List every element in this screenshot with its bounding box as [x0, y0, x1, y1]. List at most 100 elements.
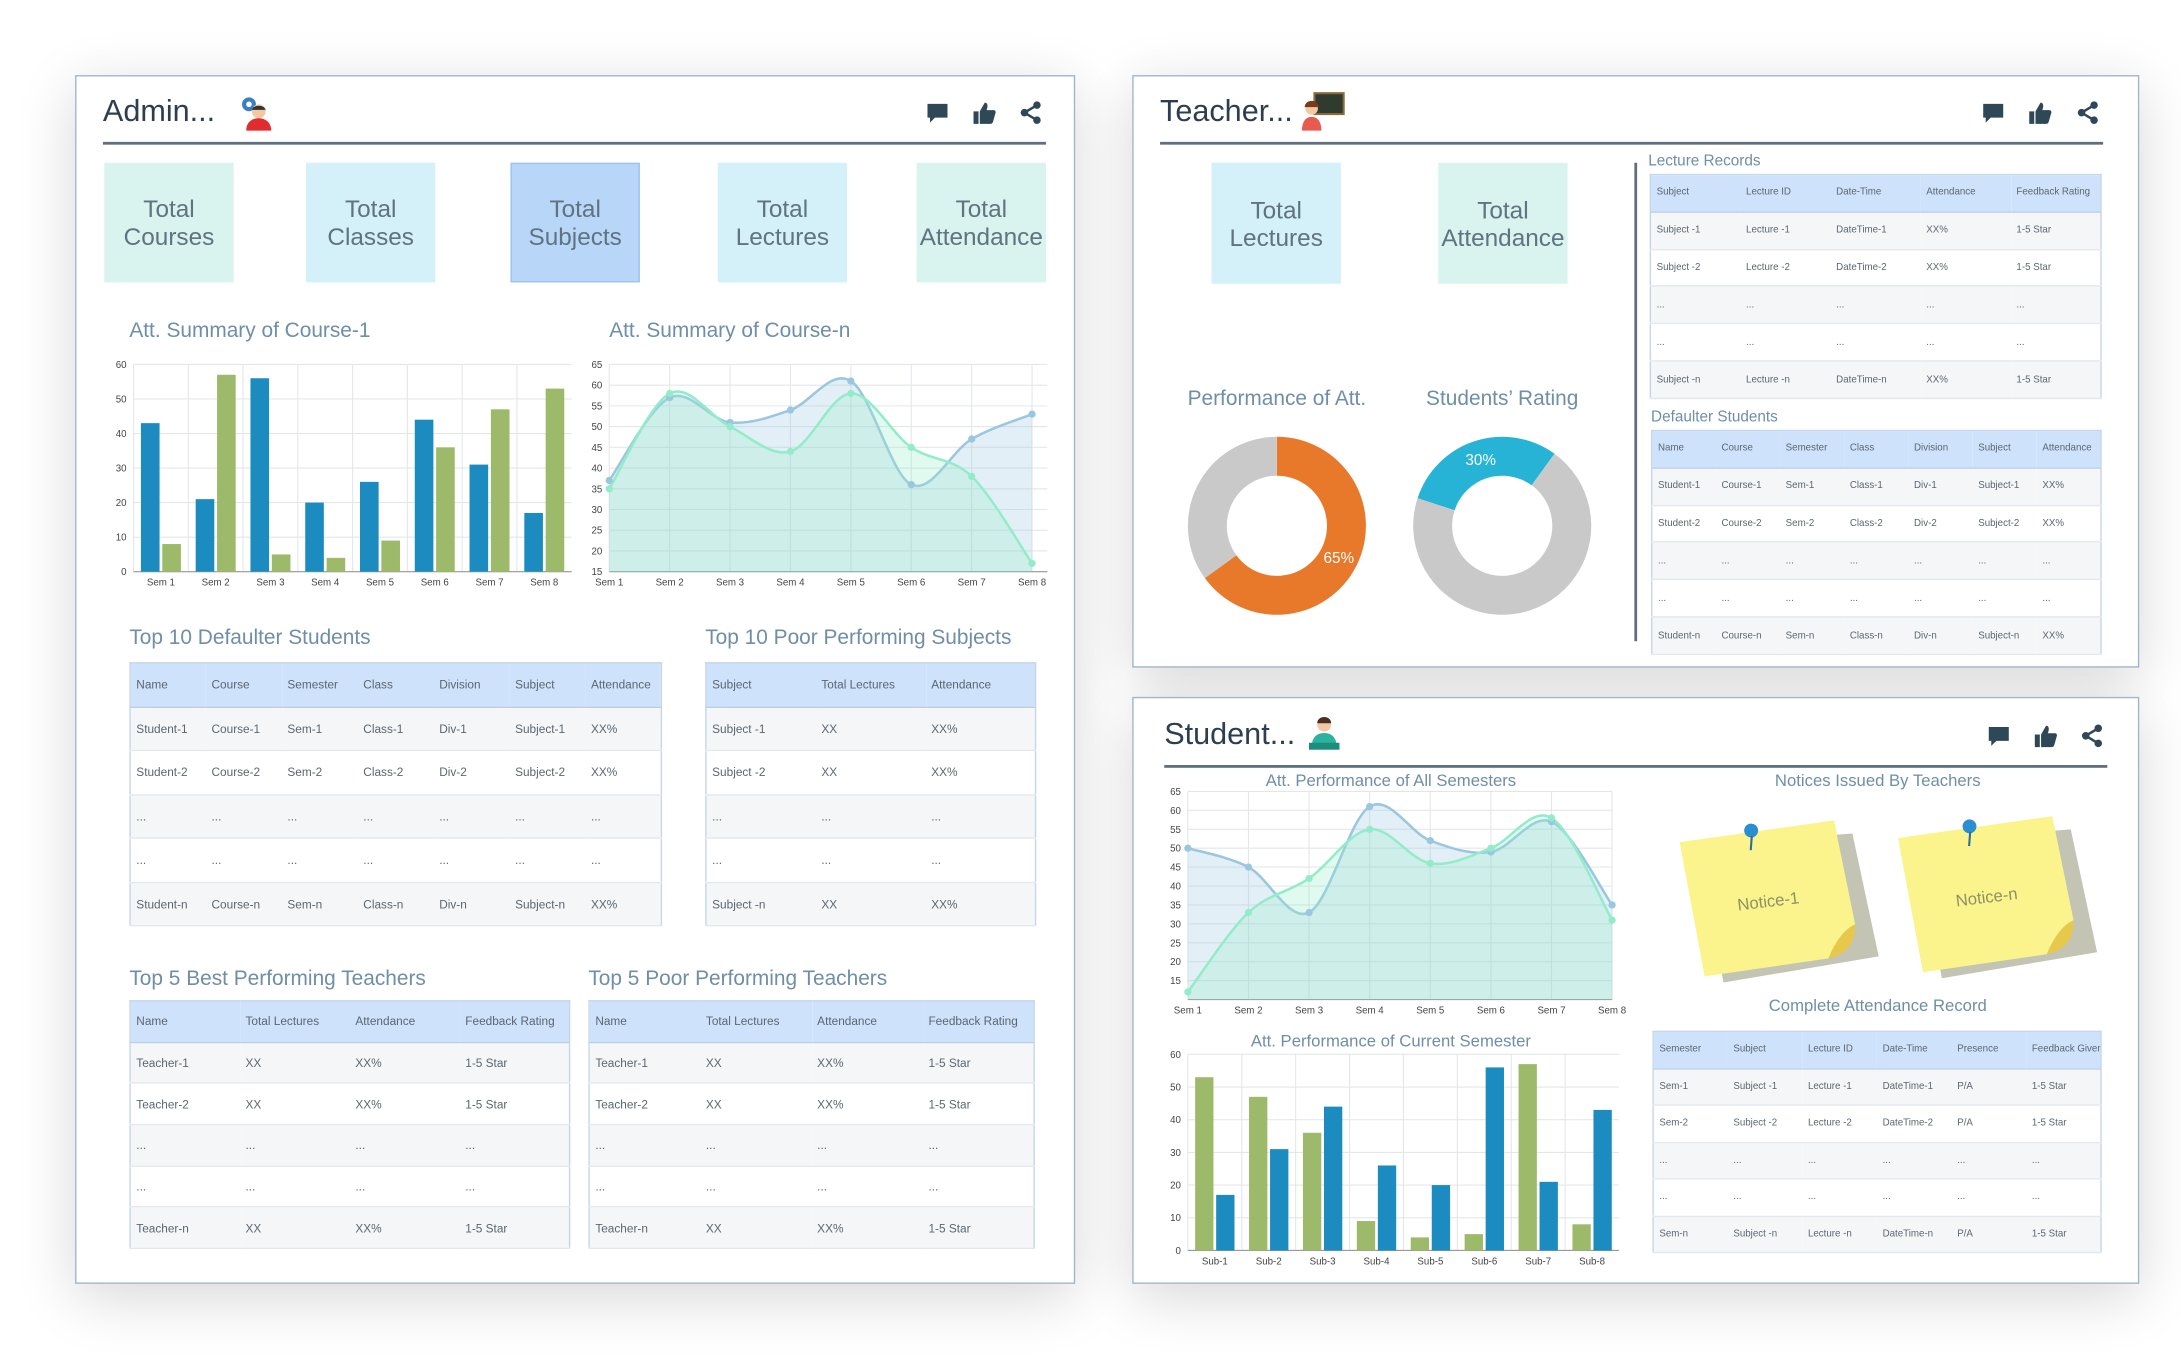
share-icon[interactable]	[2079, 723, 2104, 748]
chart-title: Students’ Rating	[1426, 387, 1578, 410]
table-title: Defaulter Students	[1651, 408, 1778, 426]
comment-icon[interactable]	[1981, 100, 2006, 125]
point	[605, 476, 613, 485]
bar	[414, 419, 434, 572]
notices-title: Notices Issued By Teachers	[1774, 770, 1981, 791]
point	[1487, 844, 1495, 852]
cell: ...	[1972, 542, 2037, 581]
sticky-note[interactable]: Notice-n	[1897, 806, 2098, 982]
cell: Subject -1	[1650, 211, 1741, 250]
teacher-charts: Performance of Att. 65% Students’ Rating 30…	[1188, 387, 1592, 615]
bar	[1485, 1067, 1504, 1251]
tile[interactable]: Total Courses	[104, 162, 234, 283]
cell: ...	[1650, 286, 1741, 325]
bar	[140, 423, 160, 572]
cell: ...	[1780, 579, 1845, 618]
point	[1426, 837, 1434, 845]
cell: ...	[2026, 1141, 2102, 1180]
point	[786, 447, 795, 456]
cell: ...	[700, 1165, 812, 1208]
table-row: Sem-n Subject -n Lecture -n DateTime-n P/A 1-…	[1653, 1215, 2102, 1254]
area	[1187, 804, 1613, 1000]
tile[interactable]: Total Lectures	[1211, 162, 1341, 284]
like-icon[interactable]	[2028, 100, 2053, 125]
bar	[1431, 1185, 1451, 1251]
column-header: Subject	[1972, 430, 2037, 469]
cell: Sem-n	[1780, 617, 1845, 656]
header-rule	[1164, 765, 2108, 768]
x-tick-label: Sub-8	[1579, 1256, 1605, 1267]
column-header: Date-Time	[1830, 174, 1921, 213]
bar	[524, 512, 543, 572]
cell: ...	[1951, 1178, 2027, 1217]
tile-selected[interactable]: Total Subjects	[510, 162, 640, 283]
cell: ...	[1877, 1178, 1952, 1217]
point	[1028, 410, 1036, 418]
cell: XX%	[1920, 249, 2011, 288]
column-header: Date-Time	[1877, 1031, 1952, 1069]
point	[1305, 908, 1313, 917]
cell: 1-5 Star	[459, 1083, 570, 1126]
y-tick-label: 0	[121, 567, 127, 578]
share-icon[interactable]	[2075, 100, 2100, 125]
tile[interactable]: Total Classes	[306, 162, 436, 283]
cell: ...	[815, 838, 926, 883]
bar	[490, 409, 510, 572]
x-tick-label: Sem 7	[475, 578, 503, 589]
cell: ...	[1951, 1141, 2027, 1180]
tile[interactable]: Total Attendance	[1438, 162, 1568, 284]
bar	[217, 374, 236, 572]
tile[interactable]: Total Lectures	[717, 162, 848, 283]
like-icon[interactable]	[2034, 723, 2059, 748]
x-tick-label: Sem 1	[147, 578, 175, 589]
y-tick-label: 30	[1170, 919, 1181, 930]
chart-title: Att. Summary of Course-1	[129, 319, 370, 342]
column-header: Feedback Given	[2026, 1031, 2102, 1069]
header-rule	[102, 141, 1046, 144]
cell: 1-5 Star	[922, 1207, 1035, 1250]
admin-charts: Att. Summary of Course-1 0 10 20 30 40 50 60 Sem…	[116, 319, 1048, 589]
tile[interactable]: Total Attendance	[916, 162, 1046, 283]
x-tick-label: Sem 4	[1356, 1005, 1385, 1016]
x-tick-label: Sem 3	[716, 578, 744, 589]
table-title: Complete Attendance Record	[1768, 995, 1987, 1016]
bar	[162, 544, 181, 572]
header-row: Name Course Semester Class Division Subject At…	[1651, 430, 2102, 469]
cell: ...	[1830, 323, 1921, 362]
cell: XX%	[811, 1207, 923, 1250]
cell: Student-n	[130, 881, 206, 927]
cell: ...	[357, 838, 434, 883]
point	[847, 377, 855, 385]
x-tick-label: Sem 8	[1598, 1005, 1626, 1016]
comment-icon[interactable]	[925, 100, 950, 125]
table-row: ..................	[1653, 1141, 2102, 1180]
y-tick-label: 40	[116, 429, 127, 440]
share-icon[interactable]	[1018, 100, 1043, 125]
like-icon[interactable]	[972, 100, 997, 125]
table-title: Top 5 Best Performing Teachers	[129, 966, 426, 991]
cell: ...	[811, 1124, 923, 1167]
y-tick-label: 20	[116, 498, 127, 509]
point	[1184, 844, 1192, 852]
cell: ...	[811, 1165, 923, 1208]
sticky-note[interactable]: Notice-1	[1678, 810, 1879, 986]
cell: Subject-n	[1972, 617, 2037, 656]
y-tick-label: 35	[1170, 900, 1181, 911]
y-tick-label: 20	[1170, 1181, 1181, 1192]
comment-icon[interactable]	[1986, 723, 2011, 748]
cell: XX%	[349, 1207, 460, 1250]
cell: ...	[922, 1124, 1035, 1167]
table-row: Sem-2 Subject -2 Lecture -2 DateTime-2 P/A 1-…	[1653, 1105, 2102, 1143]
column-header: Attendance	[2036, 430, 2102, 469]
cell: ...	[349, 1165, 460, 1208]
cell: Teacher-n	[589, 1207, 701, 1250]
cell: DateTime-1	[1830, 211, 1921, 250]
x-tick-label: Sub-2	[1256, 1256, 1282, 1267]
cell: Class-1	[357, 706, 434, 752]
cell: Student-1	[130, 706, 206, 752]
table-row: ............	[589, 1124, 1035, 1167]
cell: XX%	[349, 1083, 460, 1126]
cell: Teacher-n	[130, 1207, 240, 1250]
column-header: Name	[130, 1000, 240, 1043]
table-row: Teacher-1 XX XX% 1-5 Star	[130, 1042, 570, 1084]
